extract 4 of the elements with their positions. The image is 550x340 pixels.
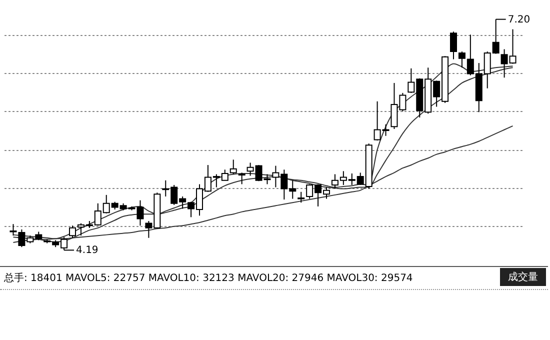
annotation: 7.20 (508, 14, 530, 26)
annotation: 4.19 (76, 245, 98, 256)
text: 总手: 18401 MAVOL5: 22757 MAVOL10: 32123 MAVOL20: 27946 MAVOL30: 29574 (4, 272, 413, 285)
text: 成交量 (500, 268, 546, 286)
